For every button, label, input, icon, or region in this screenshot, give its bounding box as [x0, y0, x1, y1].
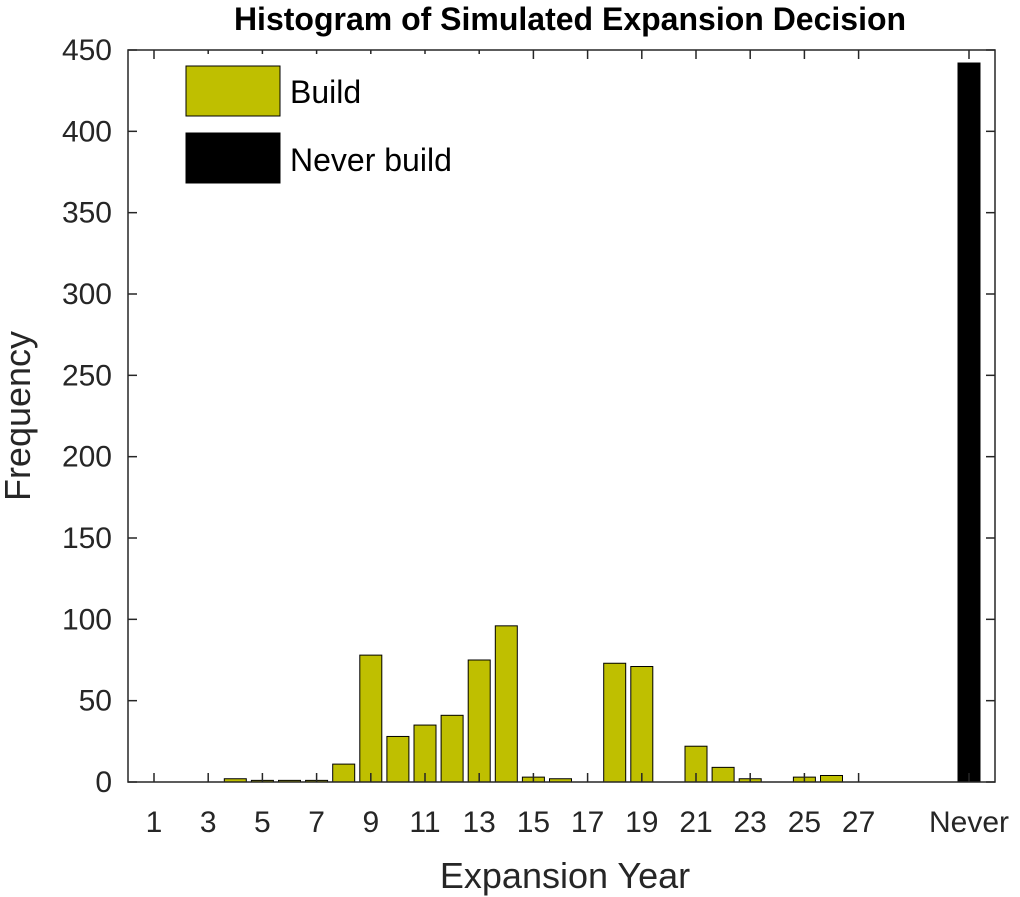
- plot-area-frame: [127, 49, 996, 783]
- y-tick-label: 200: [62, 441, 112, 474]
- x-tick-label: 15: [517, 806, 550, 839]
- bar-build-year-8: [332, 763, 356, 783]
- y-tick-label: 450: [62, 34, 112, 67]
- x-tick-label: 23: [734, 806, 767, 839]
- y-tick-label: 300: [62, 278, 112, 311]
- bar-build-year-10: [386, 735, 410, 783]
- bar-build-year-13: [467, 659, 491, 783]
- x-tick-label: 19: [625, 806, 658, 839]
- y-tick-label: 0: [95, 766, 112, 799]
- y-tick-label: 400: [62, 115, 112, 148]
- x-tick-label: 9: [362, 806, 379, 839]
- y-axis-title: Frequency: [0, 331, 38, 501]
- y-tick-label: 100: [62, 603, 112, 636]
- legend-swatch-build: [185, 65, 281, 117]
- x-tick-label: 1: [146, 806, 163, 839]
- x-tick-label: 11: [409, 806, 440, 839]
- legend-label-never-build: Never build: [290, 142, 452, 178]
- bar-build-year-26: [820, 774, 843, 783]
- x-tick-label: 13: [463, 806, 496, 839]
- x-tick-label: 21: [679, 806, 712, 839]
- legend-label-build: Build: [290, 74, 361, 110]
- x-tick-label: 5: [254, 806, 271, 839]
- y-tick-label: 250: [62, 359, 112, 392]
- legend: Build Never build: [168, 54, 490, 194]
- x-tick-label: 25: [788, 806, 821, 839]
- y-tick-label: 150: [62, 522, 112, 555]
- bar-build-year-18: [603, 662, 627, 783]
- bar-build-year-9: [359, 654, 383, 783]
- x-axis-title: Expansion Year: [440, 855, 690, 896]
- legend-swatch-never-build: [185, 132, 281, 184]
- bar-never-build: [957, 62, 981, 783]
- bar-build-year-14: [494, 625, 518, 783]
- y-tick-label: 350: [62, 197, 112, 230]
- x-tick-label: 17: [571, 806, 604, 839]
- bar-build-year-19: [630, 666, 654, 783]
- x-axis: 1 3 5 7 9 11 13 15 17 19 21 23 25 27 Never: [146, 50, 1009, 839]
- x-tick-label: 7: [308, 806, 325, 839]
- y-axis: 0 50 100 150 200 250 300 350 400 450: [62, 34, 995, 799]
- bar-build-year-22: [711, 766, 735, 783]
- x-tick-label: 3: [200, 806, 217, 839]
- x-tick-label: 27: [842, 806, 875, 839]
- bar-build-year-12: [440, 714, 464, 783]
- y-tick-label: 50: [79, 685, 112, 718]
- x-tick-label: Never: [929, 806, 1009, 839]
- chart-title: Histogram of Simulated Expansion Decisio…: [234, 1, 906, 37]
